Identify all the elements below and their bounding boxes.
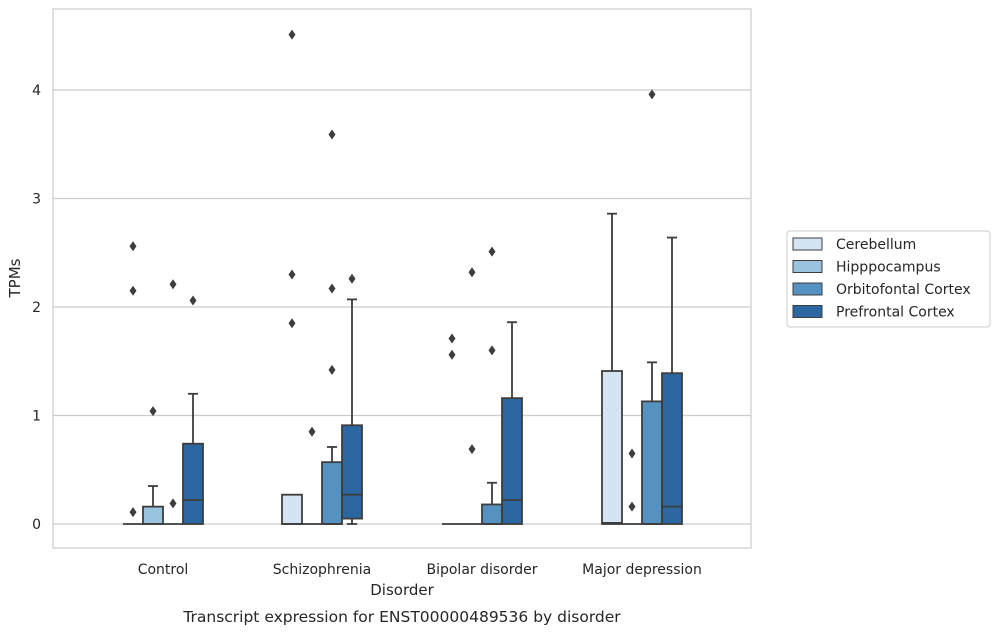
outlier-point (488, 345, 496, 356)
legend-swatch (792, 305, 823, 318)
legend-label: Orbitofontal Cortex (836, 282, 971, 298)
outlier-point (129, 507, 137, 518)
outlier-point (129, 285, 137, 296)
outlier-point (448, 349, 456, 360)
box-rect (321, 461, 343, 525)
legend-label: Cerebellum (836, 237, 916, 253)
chart-caption: Transcript expression for ENST0000048953… (182, 608, 621, 626)
x-axis-title: Disorder (370, 581, 434, 599)
x-tick-label: Schizophrenia (273, 562, 371, 578)
y-tick-label: 2 (32, 300, 41, 316)
box-hipppocampus (622, 448, 642, 525)
outlier-point (288, 269, 296, 280)
outlier-point (328, 129, 336, 140)
box-rect (481, 503, 503, 525)
outlier-point (648, 89, 656, 100)
box-hipppocampus (302, 426, 322, 525)
outlier-point (308, 426, 316, 437)
x-tick-label: Bipolar disorder (426, 562, 537, 578)
legend-frame (786, 230, 991, 328)
box-prefrontal-cortex (341, 273, 363, 525)
box-prefrontal-cortex (501, 321, 523, 525)
box-rect (501, 397, 523, 525)
box-rect (641, 400, 663, 525)
outlier-point (288, 29, 296, 40)
legend-label: Hipppocampus (836, 260, 941, 276)
box-prefrontal-cortex (182, 295, 204, 525)
legend-swatch (792, 260, 823, 273)
x-tick-labels: Control Schizophrenia Bipolar disorder Majo… (138, 562, 702, 578)
outlier-point (328, 283, 336, 294)
box-cerebellum (281, 29, 303, 525)
box-cerebellum (601, 212, 623, 525)
outlier-point (189, 295, 197, 306)
box-cerebellum (442, 333, 462, 525)
outlier-point (488, 246, 496, 257)
outlier-point (149, 406, 157, 417)
outlier-point (328, 364, 336, 375)
outlier-point (628, 501, 636, 512)
x-tick-label: Control (138, 562, 189, 578)
outlier-point (468, 444, 476, 455)
outlier-point (169, 498, 177, 509)
legend: Cerebellum Hipppocampus Orbitofontal Corte… (786, 230, 991, 328)
box-rect (661, 372, 683, 525)
plot-frame (52, 8, 752, 549)
box-rect (281, 493, 303, 525)
outlier-point (468, 267, 476, 278)
legend-swatch (792, 282, 823, 296)
outlier-point (288, 318, 296, 329)
box-cerebellum (123, 241, 143, 525)
y-axis-title: TPMs (6, 258, 24, 298)
outlier-point (448, 333, 456, 344)
box-hipppocampus (142, 406, 164, 525)
box-orbitofontal-cortex (163, 279, 183, 525)
outlier-point (628, 448, 636, 459)
outlier-point (348, 273, 356, 284)
box-orbitofontal-cortex (321, 129, 343, 525)
box-hipppocampus (462, 267, 482, 525)
y-tick-label: 0 (32, 517, 41, 533)
y-tick-label: 4 (32, 83, 41, 99)
box-rect (601, 370, 623, 525)
box-prefrontal-cortex (661, 236, 683, 525)
box-rect (182, 442, 204, 525)
legend-label: Prefrontal Cortex (836, 305, 955, 321)
box-rect (341, 424, 363, 520)
box-rect (142, 505, 164, 525)
outlier-point (129, 241, 137, 252)
y-tick-label: 1 (32, 409, 41, 425)
legend-swatch (792, 237, 823, 251)
y-tick-labels: 0 1 2 3 4 (32, 83, 41, 533)
box-orbitofontal-cortex (481, 246, 503, 525)
y-tick-label: 3 (32, 192, 41, 208)
x-tick-label: Major depression (582, 562, 702, 578)
box-layer (123, 29, 683, 525)
outlier-point (169, 279, 177, 290)
